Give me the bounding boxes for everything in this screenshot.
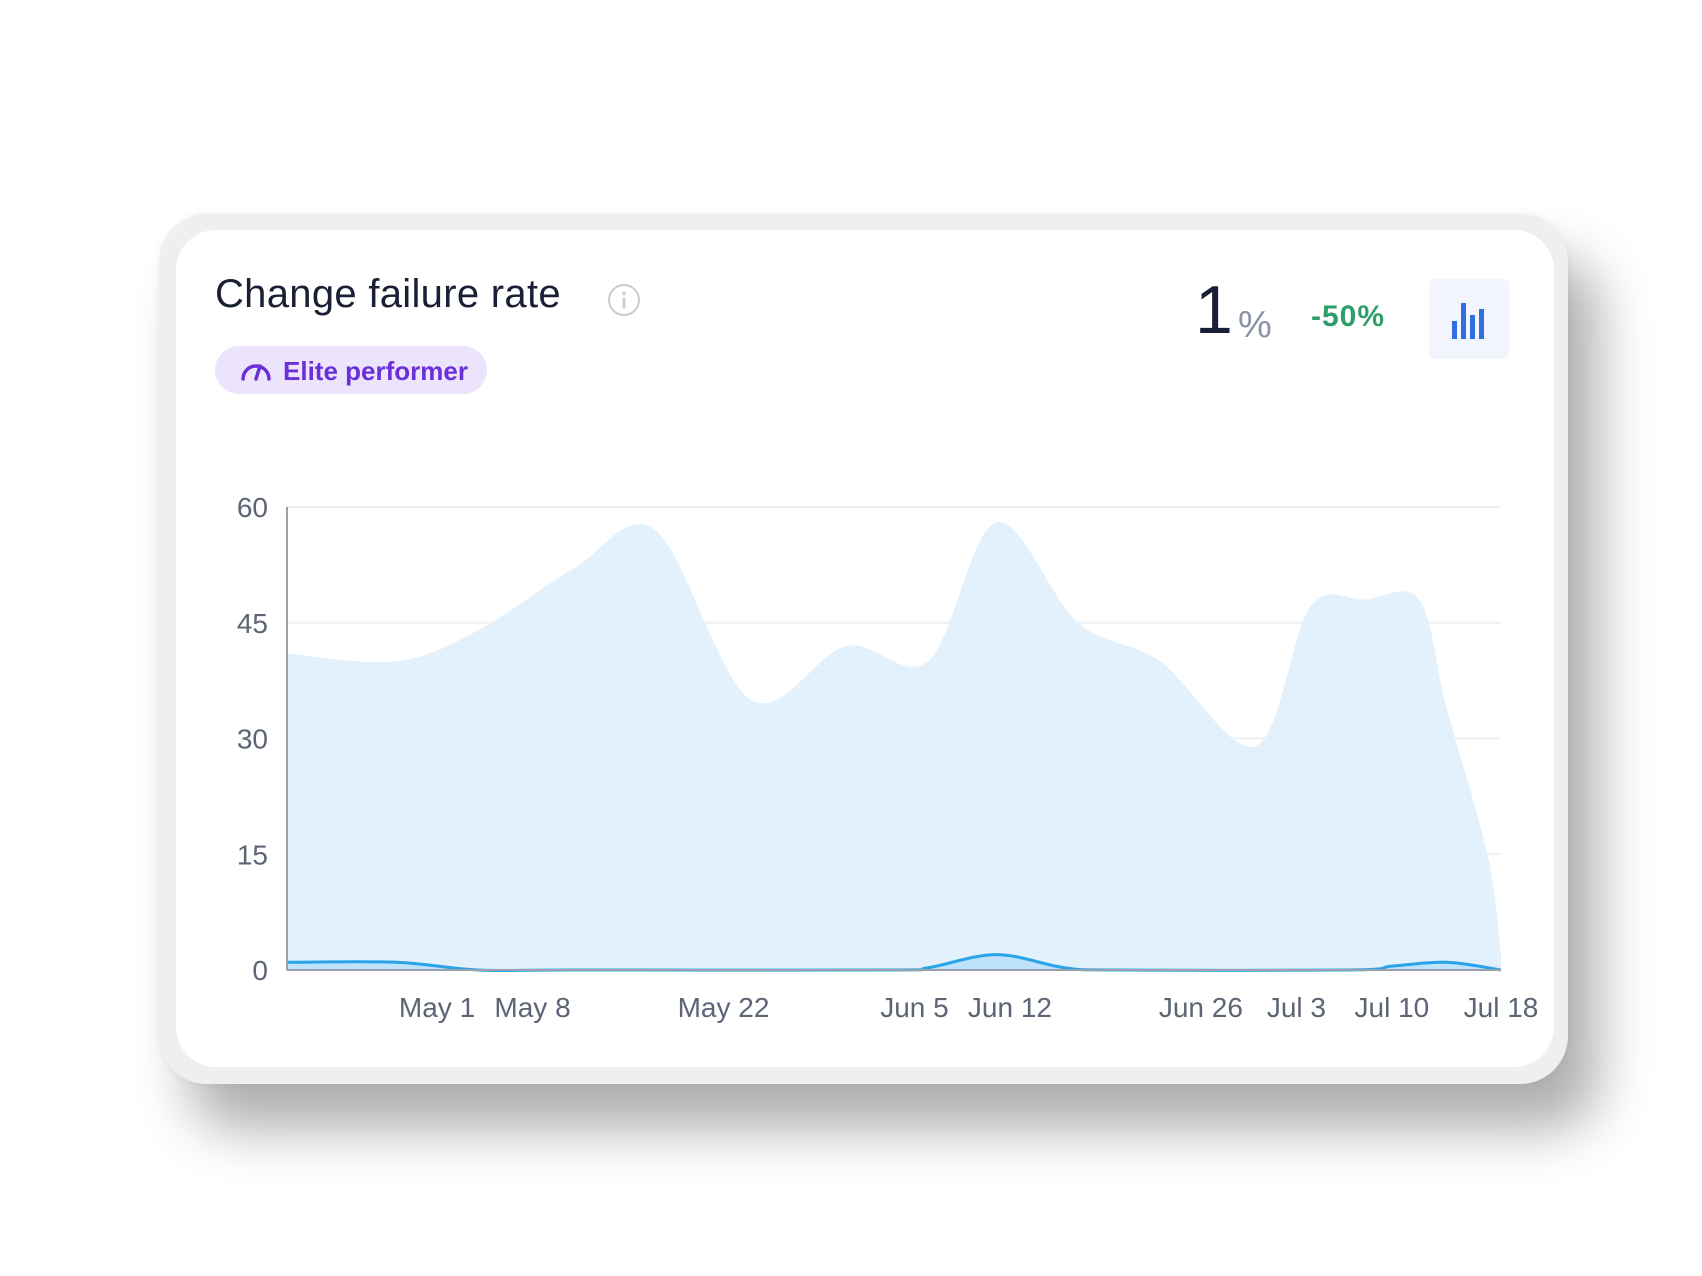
- x-tick-label: Jul 3: [1267, 992, 1326, 1023]
- performance-badge: Elite performer: [215, 346, 487, 394]
- x-tick-label: Jun 26: [1159, 992, 1243, 1023]
- info-icon[interactable]: [606, 282, 642, 318]
- y-tick-label: 45: [237, 608, 268, 639]
- x-tick-label: Jun 5: [880, 992, 949, 1023]
- y-tick-label: 15: [237, 839, 268, 870]
- badge-label: Elite performer: [283, 356, 468, 386]
- chart-type-button[interactable]: [1429, 279, 1509, 359]
- y-tick-label: 60: [237, 492, 268, 523]
- speedometer-icon: [241, 364, 271, 381]
- kpi-change: -50%: [1311, 300, 1386, 333]
- x-tick-label: May 22: [678, 992, 770, 1023]
- kpi-value: 1: [1195, 272, 1233, 348]
- x-tick-label: Jul 18: [1464, 992, 1539, 1023]
- card-title: Change failure rate: [215, 272, 561, 316]
- bar-chart-icon: [1452, 303, 1484, 339]
- area-series: [287, 522, 1501, 970]
- x-tick-label: Jul 10: [1355, 992, 1430, 1023]
- y-tick-label: 30: [237, 724, 268, 755]
- x-tick-label: May 1: [399, 992, 475, 1023]
- x-tick-label: May 8: [494, 992, 570, 1023]
- x-tick-label: Jun 12: [968, 992, 1052, 1023]
- kpi-unit: %: [1238, 304, 1272, 346]
- y-tick-label: 0: [252, 955, 268, 986]
